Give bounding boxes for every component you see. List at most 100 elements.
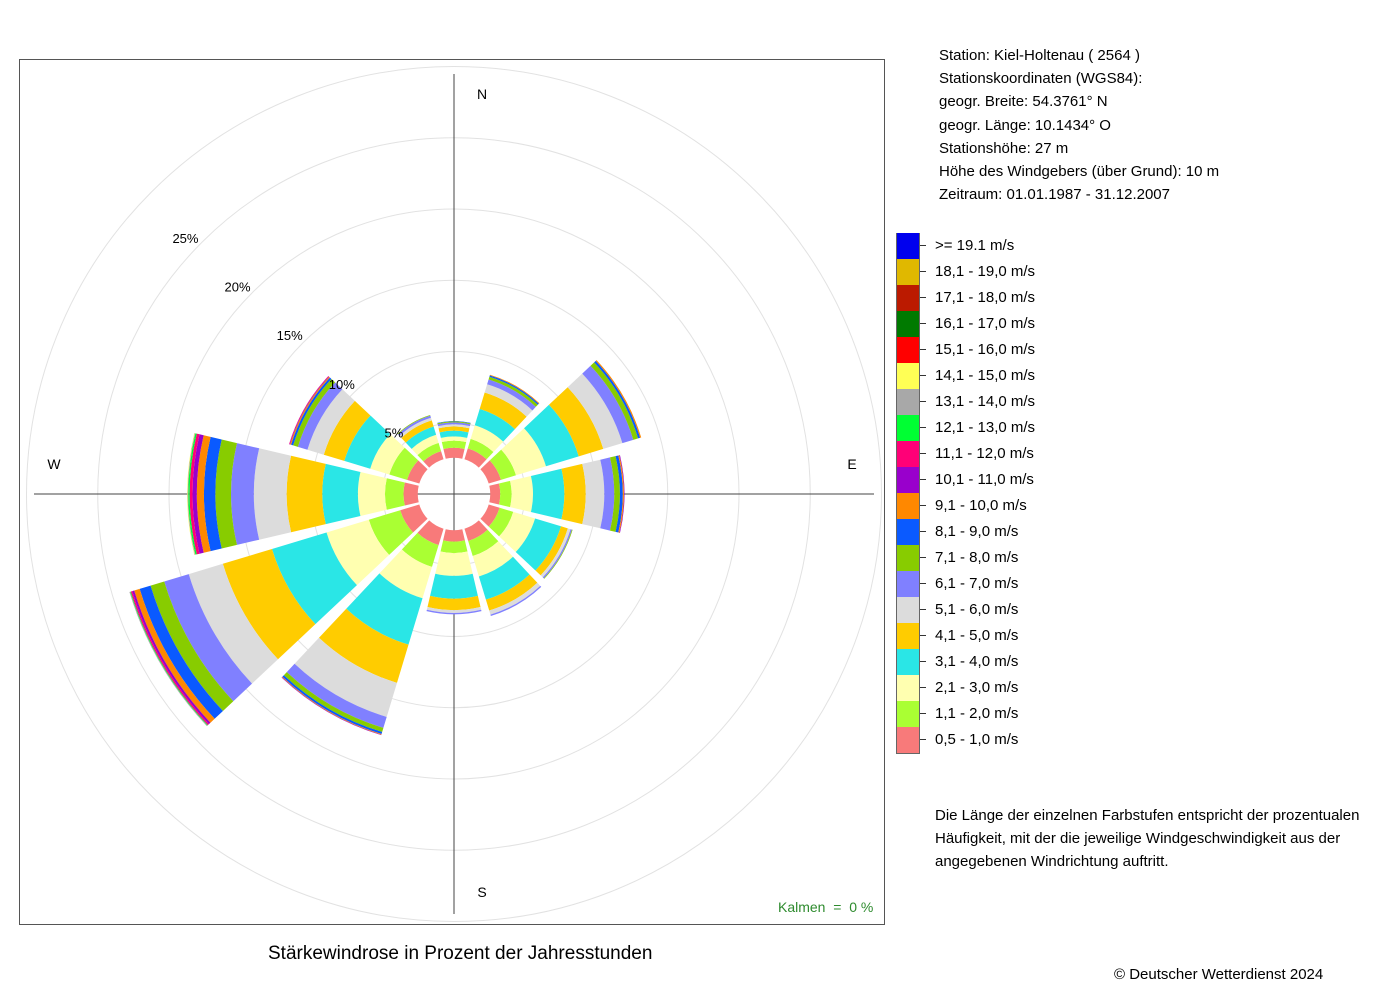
sector-segment bbox=[489, 375, 539, 405]
legend-item: >= 19.1 m/s bbox=[896, 233, 1096, 259]
sector-segment bbox=[437, 422, 471, 427]
legend-label: 13,1 - 14,0 m/s bbox=[935, 393, 1036, 410]
sector-segment bbox=[344, 415, 391, 469]
sector-segment bbox=[609, 456, 620, 532]
direction-sector bbox=[464, 374, 540, 468]
sector-segment bbox=[400, 504, 428, 533]
legend-item: 2,1 - 3,0 m/s bbox=[896, 675, 1096, 701]
sector-segment bbox=[384, 478, 405, 510]
sector-segment bbox=[318, 608, 409, 683]
sector-segment bbox=[510, 475, 533, 513]
compass-label: E bbox=[847, 456, 856, 472]
legend-label: 9,1 - 10,0 m/s bbox=[935, 497, 1027, 514]
sector-segment bbox=[480, 460, 501, 484]
ring-label: 25% bbox=[172, 231, 198, 246]
calm-percentage: Kalmen = 0 % bbox=[778, 899, 874, 915]
sector-segment bbox=[426, 606, 482, 613]
sector-segment bbox=[399, 417, 432, 438]
grid-ring bbox=[26, 66, 882, 922]
sector-segment bbox=[192, 434, 204, 554]
sector-segment bbox=[438, 424, 470, 429]
legend-label: 0,5 - 1,0 m/s bbox=[935, 731, 1019, 748]
sector-segment bbox=[215, 439, 237, 549]
legend-item: 11,1 - 12,0 m/s bbox=[896, 441, 1096, 467]
sector-segment bbox=[535, 526, 568, 576]
legend-swatch bbox=[896, 701, 920, 727]
legend-item: 13,1 - 14,0 m/s bbox=[896, 389, 1096, 415]
legend-swatch bbox=[896, 311, 920, 337]
legend-swatch bbox=[896, 389, 920, 415]
coords-header: Stationskoordinaten (WGS84): bbox=[939, 70, 1143, 88]
sector-segment bbox=[468, 529, 499, 556]
sector-segment bbox=[389, 447, 419, 480]
chart-title: Stärkewindrose in Prozent der Jahresstun… bbox=[268, 943, 653, 964]
copyright: © Deutscher Wetterdienst 2024 bbox=[1114, 966, 1324, 983]
sector-segment bbox=[501, 428, 546, 476]
sector-segment bbox=[484, 384, 533, 417]
sector-segment bbox=[464, 520, 488, 541]
sector-segment bbox=[326, 519, 390, 586]
legend-label: 12,1 - 13,0 m/s bbox=[935, 419, 1036, 436]
legend-tick bbox=[920, 557, 926, 558]
legend-label: 16,1 - 17,0 m/s bbox=[935, 315, 1036, 332]
legend-label: 17,1 - 18,0 m/s bbox=[935, 289, 1036, 306]
sector-segment bbox=[467, 438, 494, 460]
sector-segment bbox=[470, 425, 504, 452]
ring-label: 20% bbox=[225, 280, 251, 295]
sector-segment bbox=[403, 482, 419, 506]
sector-segment bbox=[489, 449, 516, 480]
legend-label: 8,1 - 9,0 m/s bbox=[935, 523, 1019, 540]
station-info: Station: Kiel-Holtenau ( 2564 ) Stations… bbox=[939, 44, 1219, 206]
sector-segment bbox=[370, 434, 405, 475]
sector-segment bbox=[582, 365, 634, 444]
legend-tick bbox=[920, 375, 926, 376]
sector-segment bbox=[323, 400, 371, 461]
legend-swatch bbox=[896, 571, 920, 597]
legend-item: 7,1 - 8,0 m/s bbox=[896, 545, 1096, 571]
legend-label: 5,1 - 6,0 m/s bbox=[935, 601, 1019, 618]
sector-segment bbox=[346, 573, 423, 645]
longitude: geogr. Länge: 10.1434° O bbox=[939, 116, 1111, 134]
legend-item: 14,1 - 15,0 m/s bbox=[896, 363, 1096, 389]
direction-sector bbox=[464, 520, 542, 617]
sector-segment bbox=[487, 379, 536, 411]
sector-segment bbox=[286, 663, 387, 728]
wind-rose-svg: 5% 10% 15% 20% 25% N E S W bbox=[26, 66, 882, 922]
ring-label: 15% bbox=[277, 328, 303, 343]
sector-segment bbox=[474, 408, 515, 442]
legend-tick bbox=[920, 271, 926, 272]
explanation-note: Die Länge der einzelnen Farbstufen entsp… bbox=[935, 807, 1360, 870]
sector-segment bbox=[618, 455, 624, 533]
sector-segment bbox=[489, 582, 541, 615]
legend-swatch bbox=[896, 597, 920, 623]
sector-segment bbox=[401, 420, 434, 443]
legend-tick bbox=[920, 583, 926, 584]
legend-label: 7,1 - 8,0 m/s bbox=[935, 549, 1019, 566]
sector-segment bbox=[283, 672, 384, 732]
legend-item: 0,5 - 1,0 m/s bbox=[896, 727, 1096, 753]
legend-label: >= 19.1 m/s bbox=[935, 237, 1015, 254]
legend-tick bbox=[920, 349, 926, 350]
sector-segment bbox=[479, 392, 527, 430]
direction-sector bbox=[489, 455, 625, 533]
sector-segment bbox=[548, 387, 604, 457]
sector-segment bbox=[196, 435, 211, 553]
sector-segment bbox=[187, 433, 196, 555]
elevation: Stationshöhe: 27 m bbox=[939, 139, 1069, 157]
legend-swatch bbox=[896, 337, 920, 363]
sector-segment bbox=[582, 459, 605, 529]
legend-item: 12,1 - 13,0 m/s bbox=[896, 415, 1096, 441]
direction-sector bbox=[187, 433, 419, 555]
sector-segment bbox=[204, 436, 222, 552]
sector-segment bbox=[150, 581, 234, 711]
legend-label: 10,1 - 11,0 m/s bbox=[935, 471, 1034, 488]
sector-segment bbox=[488, 507, 514, 537]
legend-label: 4,1 - 5,0 m/s bbox=[935, 627, 1019, 644]
sector-segment bbox=[478, 556, 530, 600]
sector-segment bbox=[590, 362, 639, 440]
legend-swatch bbox=[896, 363, 920, 389]
sector-segment bbox=[164, 574, 253, 702]
legend-border-bottom bbox=[896, 753, 920, 754]
legend-swatch bbox=[896, 415, 920, 441]
anemometer-height: Höhe des Windgebers (über Grund): 10 m bbox=[939, 163, 1220, 181]
